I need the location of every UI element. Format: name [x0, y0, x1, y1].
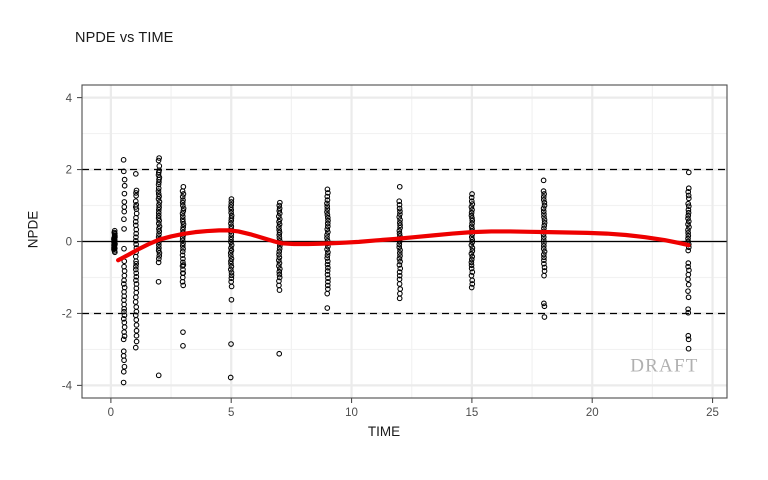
y-tick-label: 2 [66, 165, 72, 177]
y-tick-label: 4 [66, 93, 73, 105]
tick-labels-layer: 0 5 10 15 20 25 -4 -2 0 2 4 [62, 93, 719, 419]
reference-lines-layer [82, 168, 727, 315]
y-tick-label: -2 [62, 309, 72, 321]
x-tick-label: 25 [706, 407, 719, 419]
y-axis-label: NPDE [25, 210, 41, 249]
x-tick-label: 20 [586, 407, 599, 419]
x-tick-label: 15 [465, 407, 478, 419]
y-tick-label: 0 [66, 237, 72, 249]
y-tick-label: -4 [62, 381, 73, 393]
draft-watermark: DRAFT [630, 356, 698, 377]
x-tick-label: 10 [345, 407, 358, 419]
trend-line-layer [116, 228, 691, 263]
x-axis-label: TIME [367, 424, 401, 439]
watermark-layer: DRAFT [630, 356, 698, 377]
x-tick-label: 5 [228, 407, 234, 419]
x-tick-label: 0 [108, 407, 114, 419]
scatter-points-layer [111, 155, 692, 386]
axis-layer [77, 84, 728, 403]
page-title: NPDE vs TIME [75, 30, 174, 46]
